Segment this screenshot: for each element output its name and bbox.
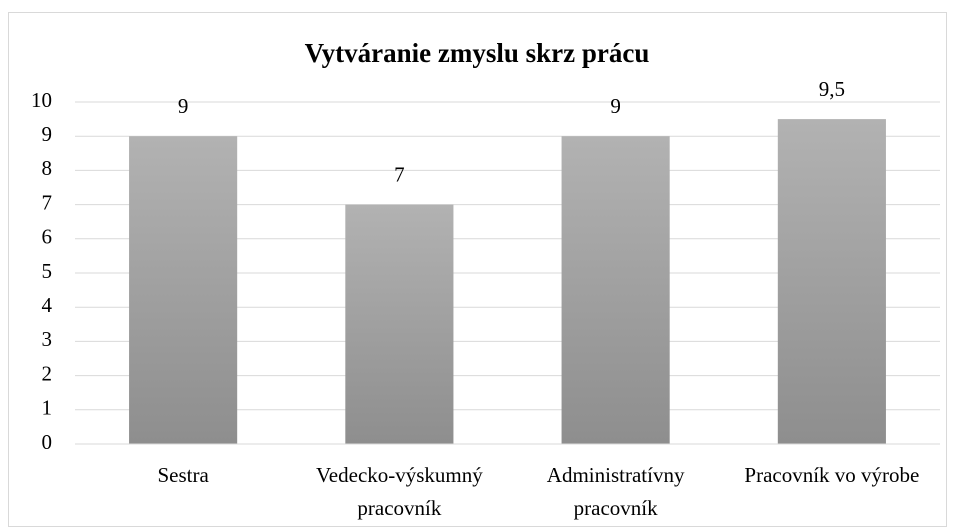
- x-tick-label: Sestra: [157, 463, 209, 487]
- y-tick-label: 7: [42, 190, 53, 214]
- bar: [129, 136, 238, 444]
- data-label: 9: [610, 94, 621, 118]
- x-tick-label: Vedecko-výskumný pracovník: [315, 463, 483, 520]
- data-label: 7: [394, 162, 405, 186]
- data-label: 9: [178, 94, 189, 118]
- y-tick-label: 6: [42, 225, 53, 249]
- y-tick-label: 8: [42, 156, 53, 180]
- y-tick-label: 5: [42, 259, 53, 283]
- y-tick-label: 2: [42, 361, 53, 385]
- bar: [345, 204, 454, 444]
- y-tick-label: 10: [31, 88, 52, 112]
- y-tick-label: 4: [42, 293, 53, 317]
- bar: [777, 119, 886, 444]
- chart-title: Vytváranie zmyslu skrz prácu: [305, 38, 650, 68]
- y-tick-label: 9: [42, 122, 53, 146]
- y-tick-label: 1: [42, 396, 53, 420]
- data-label: 9,5: [819, 77, 845, 101]
- bar: [561, 136, 670, 444]
- y-tick-label: 0: [42, 430, 53, 454]
- y-tick-label: 3: [42, 327, 53, 351]
- x-tick-label: Administratívny pracovník: [546, 463, 685, 520]
- x-tick-label: Pracovník vo výrobe: [744, 463, 920, 487]
